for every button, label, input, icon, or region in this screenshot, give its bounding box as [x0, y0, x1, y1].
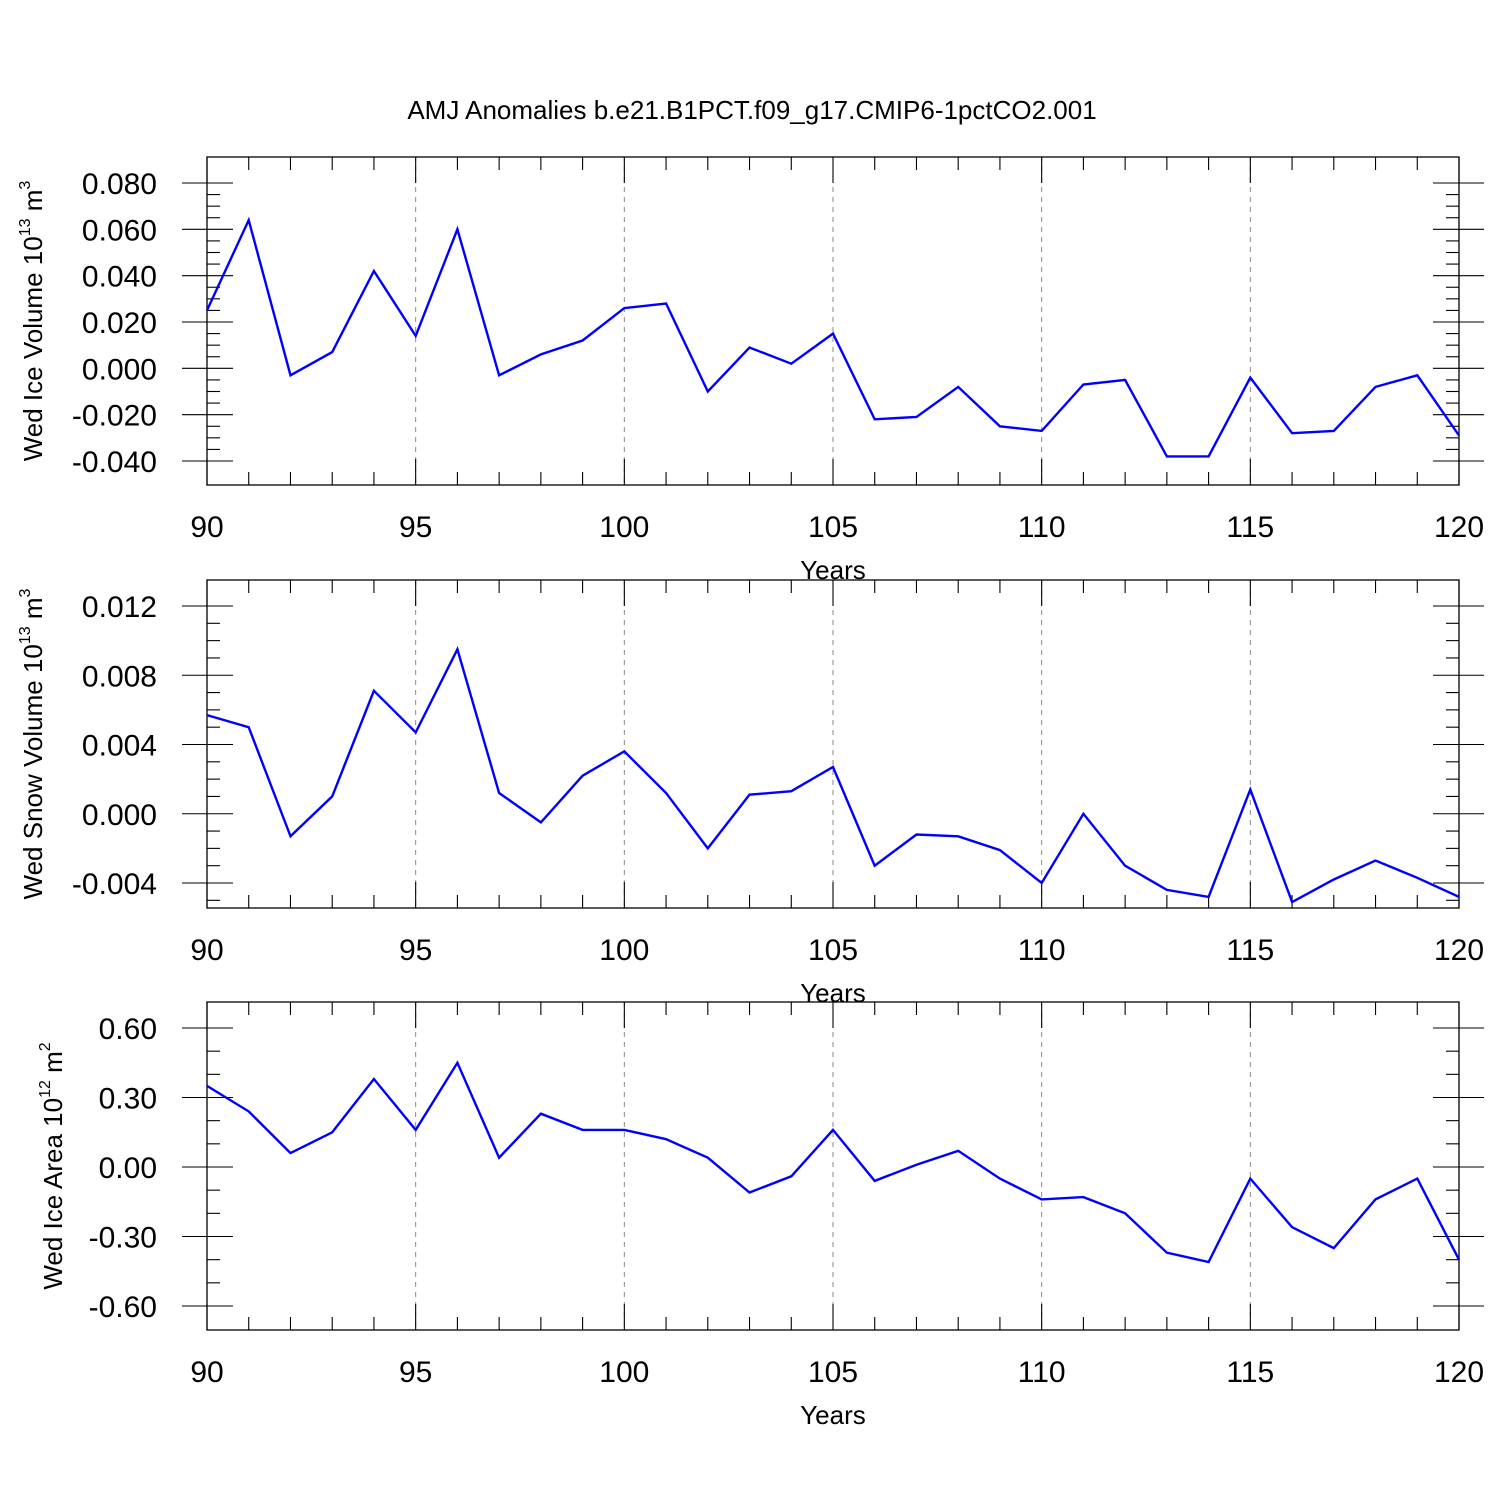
y-tick-label: -0.004	[72, 868, 157, 901]
x-tick-label: 100	[599, 1356, 649, 1389]
y-tick-label: -0.30	[89, 1222, 157, 1255]
y-tick-label: 0.004	[82, 730, 157, 763]
x-tick-label: 90	[190, 1356, 223, 1389]
y-axis-label-exp: 13	[17, 218, 34, 236]
y-axis-label-unit: m	[38, 1051, 68, 1080]
y-axis-label-unit: m	[18, 190, 48, 219]
x-tick-label: 105	[808, 511, 858, 544]
y-tick-label: -0.020	[72, 400, 157, 433]
y-tick-label: 0.080	[82, 168, 157, 201]
series-line	[206, 646, 1460, 904]
y-axis-label: Wed Snow Volume 1013 m3	[17, 588, 48, 899]
y-tick-label: 0.020	[82, 307, 157, 340]
y-axis-label: Wed Ice Area 1012 m2	[37, 1042, 68, 1289]
y-tick-label: 0.012	[82, 591, 157, 624]
x-tick-label: 100	[599, 934, 649, 967]
x-tick-label: 105	[808, 934, 858, 967]
x-tick-label: 105	[808, 1356, 858, 1389]
x-axis-label: Years	[800, 1400, 866, 1430]
y-axis-label-main: Wed Snow Volume 10	[18, 644, 48, 899]
y-tick-label: -0.040	[72, 446, 157, 479]
y-tick-label: 0.00	[99, 1152, 157, 1185]
x-tick-label: 110	[1018, 511, 1066, 544]
panel-3: -0.60 -0.30 0.00 0.30 0.60 90 95 100 105 110 115 12…	[37, 1001, 1484, 1430]
y-axis-label-main: Wed Ice Area 10	[38, 1098, 68, 1290]
series-line	[205, 216, 1460, 458]
x-tick-label: 115	[1226, 934, 1274, 967]
y-axis-label-unit-exp: 3	[17, 181, 34, 190]
y-axis-label-unit-exp: 2	[37, 1042, 54, 1051]
x-tick-label: 95	[399, 511, 432, 544]
x-tick-label: 110	[1018, 934, 1066, 967]
y-axis-label-main: Wed Ice Volume 10	[18, 236, 48, 461]
x-tick-label: 95	[399, 934, 432, 967]
x-tick-label: 90	[190, 934, 223, 967]
y-tick-label: -0.60	[89, 1291, 157, 1324]
y-tick-label: 0.040	[82, 261, 157, 294]
y-tick-label: 0.060	[82, 214, 157, 247]
x-tick-label: 100	[599, 511, 649, 544]
x-tick-label: 95	[399, 1356, 432, 1389]
y-tick-label: 0.000	[82, 353, 157, 386]
x-tick-label: 120	[1434, 934, 1484, 967]
panel-2: -0.004 0.000 0.004 0.008 0.012 90 95 100 105 110 1…	[17, 579, 1484, 1008]
panel-1: -0.040 -0.020 0.000 0.020 0.040 0.060 0.080 90 9…	[17, 156, 1484, 585]
x-tick-label: 115	[1226, 1356, 1274, 1389]
y-axis-label: Wed Ice Volume 1013 m3	[17, 181, 48, 462]
series-line	[206, 1060, 1461, 1264]
x-tick-label: 115	[1226, 511, 1274, 544]
x-tick-label: 120	[1434, 511, 1484, 544]
x-tick-label: 110	[1018, 1356, 1066, 1389]
y-tick-label: 0.000	[82, 799, 157, 832]
y-axis-label-unit-exp: 3	[17, 588, 34, 597]
y-axis-label-unit: m	[18, 597, 48, 626]
y-tick-label: 0.60	[99, 1013, 157, 1046]
chart-title: AMJ Anomalies b.e21.B1PCT.f09_g17.CMIP6-…	[407, 95, 1096, 125]
y-tick-label: 0.30	[99, 1083, 157, 1116]
x-tick-label: 120	[1434, 1356, 1484, 1389]
x-tick-label: 90	[190, 511, 223, 544]
y-axis-label-exp: 12	[37, 1080, 54, 1098]
y-tick-label: 0.008	[82, 660, 157, 693]
y-axis-label-exp: 13	[17, 626, 34, 644]
